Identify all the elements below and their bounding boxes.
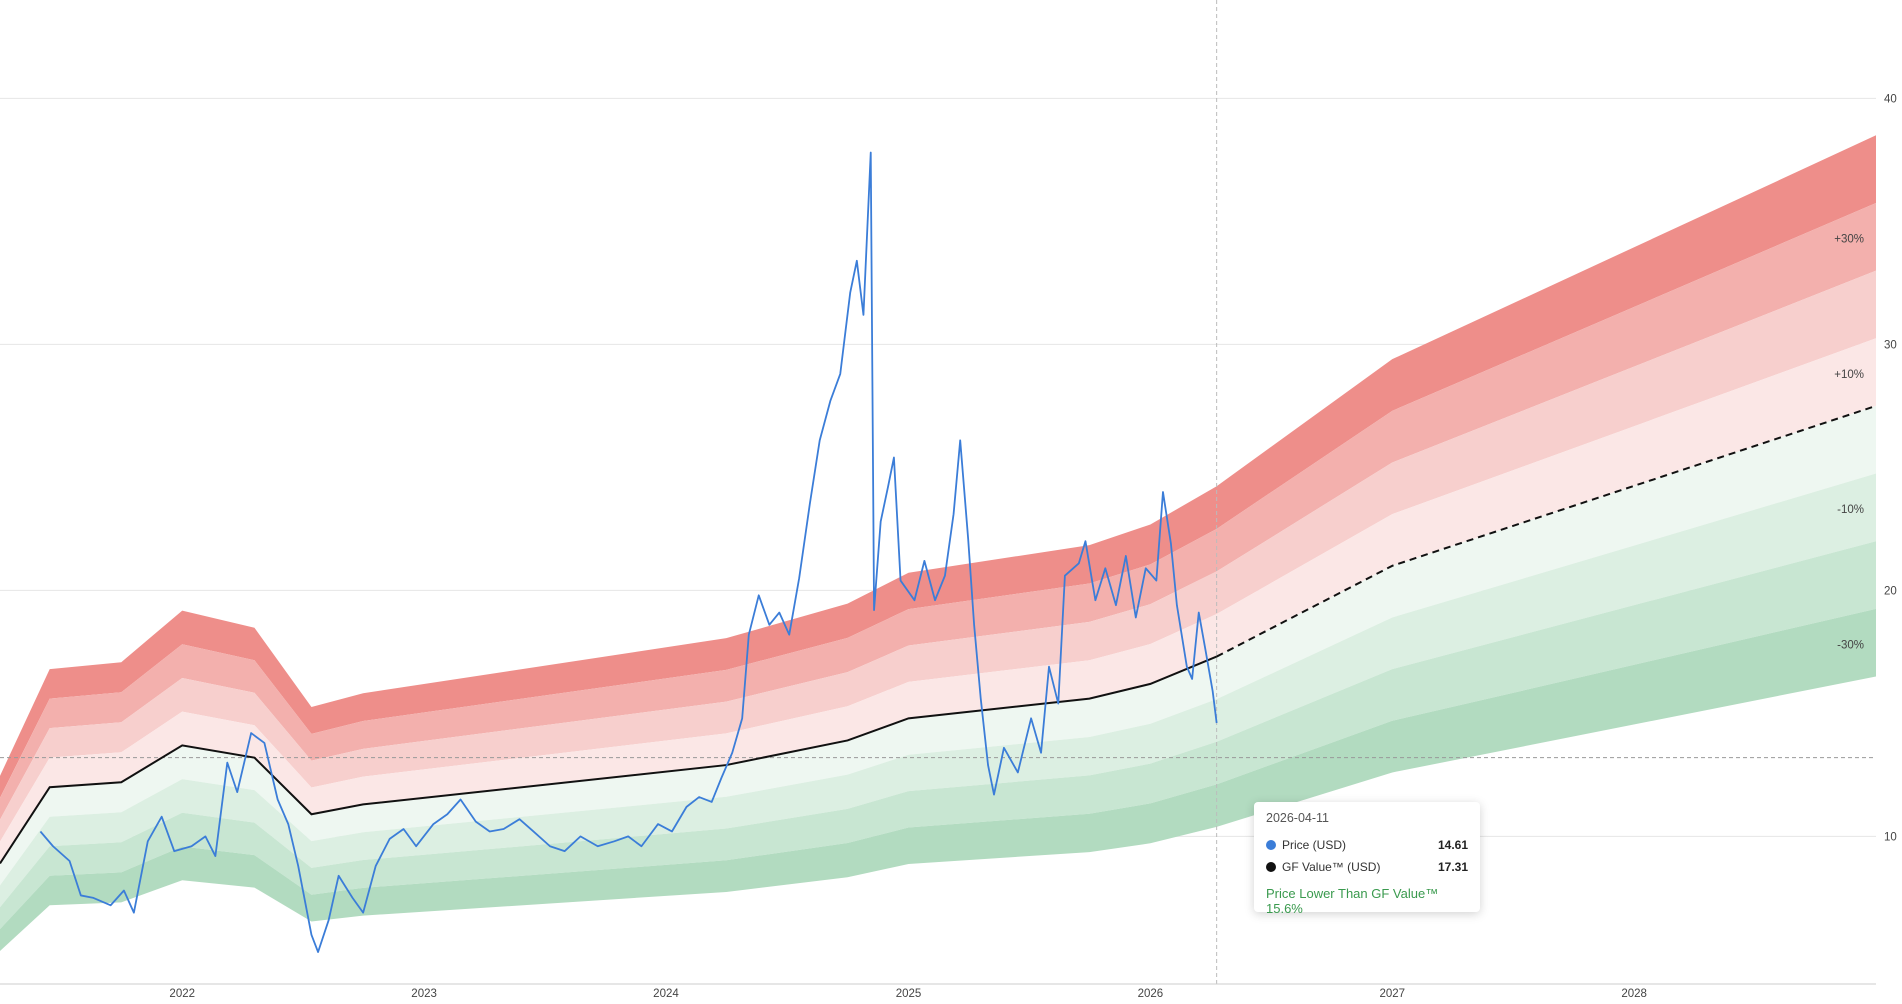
tooltip-row-price: Price (USD) 14.61 — [1266, 834, 1468, 856]
band-label-4: -30% — [1837, 640, 1864, 652]
tooltip-price-value: 14.61 — [1437, 838, 1468, 852]
y-tick-label-30: 30 — [1884, 339, 1897, 351]
x-tick-label-2027: 2027 — [1379, 988, 1405, 999]
y-tick-label-10: 10 — [1884, 831, 1897, 843]
gf-value-line — [0, 655, 1218, 865]
tooltip-gf-value-value: 17.31 — [1437, 860, 1468, 874]
x-tick-label-2024: 2024 — [653, 988, 679, 999]
chart-tooltip: 2026-04-11 Price (USD) 14.61 GF Value™ (… — [1254, 802, 1480, 916]
gf-value-legend-dot — [1266, 862, 1276, 872]
x-tick-label-2022: 2022 — [169, 988, 195, 999]
tooltip-date: 2026-04-11 — [1266, 811, 1330, 825]
x-tick-label-2028: 2028 — [1621, 988, 1647, 999]
x-tick-label-2025: 2025 — [896, 988, 922, 999]
band-label-3: -10% — [1837, 504, 1864, 516]
band-label-2: +10% — [1834, 369, 1864, 381]
x-tick-label-2023: 2023 — [411, 988, 437, 999]
price-line — [39, 151, 1218, 953]
tooltip-gf-value-label: GF Value™ (USD) — [1282, 860, 1381, 874]
tooltip-valuation-note: Price Lower Than GF Value™ 15.6% — [1266, 886, 1439, 916]
y-tick-label-20: 20 — [1884, 585, 1897, 597]
y-tick-label-40: 40 — [1884, 93, 1897, 105]
price-legend-dot — [1266, 840, 1276, 850]
x-tick-label-2026: 2026 — [1138, 988, 1164, 999]
band-label-1: +30% — [1834, 234, 1864, 246]
tooltip-price-label: Price (USD) — [1282, 838, 1347, 852]
tooltip-row-gf-value: GF Value™ (USD) 17.31 — [1266, 856, 1468, 878]
gf-value-projection-line — [1216, 404, 1877, 658]
